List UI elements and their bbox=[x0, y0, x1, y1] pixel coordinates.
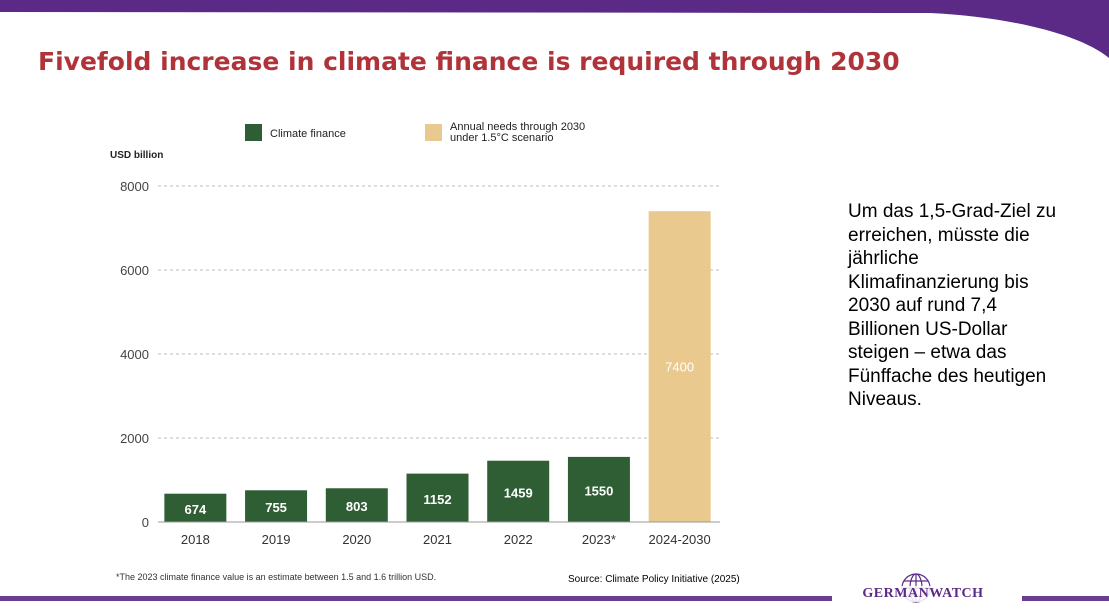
bar bbox=[245, 490, 308, 522]
bar bbox=[487, 460, 550, 522]
data-label: 674 bbox=[185, 502, 207, 517]
bar bbox=[567, 456, 630, 522]
bar bbox=[325, 488, 388, 522]
slide-title: Fivefold increase in climate finance is … bbox=[38, 47, 900, 76]
y-tick-label: 0 bbox=[142, 515, 149, 530]
data-label: 1459 bbox=[504, 485, 533, 500]
y-tick-label: 6000 bbox=[120, 263, 149, 278]
bottom-accent-line-left bbox=[0, 596, 832, 601]
data-label: 803 bbox=[346, 499, 368, 514]
germanwatch-logo: GERMANWATCH bbox=[848, 560, 998, 612]
y-tick-label: 4000 bbox=[120, 347, 149, 362]
bar bbox=[164, 493, 227, 522]
legend-label: Annual needs through 2030 bbox=[450, 121, 585, 133]
side-description: Um das 1,5-Grad-Ziel zu erreichen, müsst… bbox=[848, 201, 1057, 410]
logo-text: GERMANWATCH bbox=[848, 586, 998, 602]
x-tick-label: 2020 bbox=[342, 532, 371, 547]
x-tick-label: 2018 bbox=[181, 532, 210, 547]
source-note: Source: Climate Policy Initiative (2025) bbox=[568, 574, 740, 585]
data-label: 7400 bbox=[665, 360, 694, 375]
data-label: 1152 bbox=[423, 492, 451, 507]
data-label: 1550 bbox=[584, 483, 613, 498]
legend-swatch bbox=[425, 124, 442, 141]
bar bbox=[648, 211, 711, 522]
y-axis-label: USD billion bbox=[110, 150, 163, 161]
legend-label: Climate finance bbox=[270, 128, 346, 140]
top-accent-bar bbox=[0, 0, 1109, 58]
x-tick-label: 2022 bbox=[504, 532, 533, 547]
chart-footnote: *The 2023 climate finance value is an es… bbox=[116, 572, 437, 582]
y-tick-label: 2000 bbox=[120, 431, 149, 446]
x-tick-label: 2024-2030 bbox=[649, 532, 711, 547]
x-tick-label: 2021 bbox=[423, 532, 452, 547]
x-tick-label: 2023* bbox=[582, 532, 616, 547]
y-tick-label: 8000 bbox=[120, 179, 149, 194]
legend-swatch bbox=[245, 124, 262, 141]
bottom-accent-line-right bbox=[1022, 596, 1109, 601]
data-label: 755 bbox=[265, 500, 287, 515]
bar bbox=[406, 473, 469, 522]
legend-label-continued: under 1.5°C scenario bbox=[450, 132, 553, 144]
x-tick-label: 2019 bbox=[262, 532, 291, 547]
bar-chart: 0 2000 4000 6000 8000 USD billion Climate fina… bbox=[110, 121, 720, 547]
